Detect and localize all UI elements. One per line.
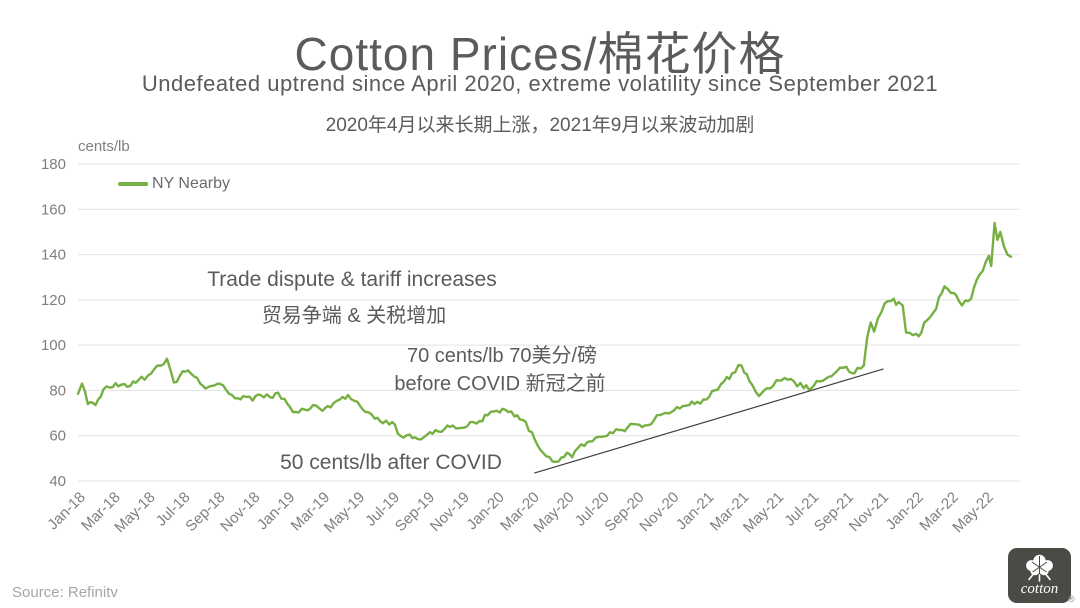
source-label: Source: Refinitv: [12, 584, 118, 601]
price-line-ny-nearby: [76, 221, 1013, 463]
annotation-trade-dispute-cn: 贸易争端 & 关税增加: [261, 305, 447, 327]
annotation-70-cents-line2: before COVID 新冠之前: [394, 373, 606, 395]
y-axis-label-60: 60: [49, 428, 66, 445]
y-axis-unit-label: cents/lb: [78, 138, 130, 155]
x-axis-label-Nov-20: Nov-20: [636, 489, 682, 535]
page-title: Cotton Prices/棉花价格: [294, 28, 786, 80]
legend: NY Nearby: [118, 175, 230, 193]
annotation-trade-dispute-en: Trade dispute & tariff increases: [207, 268, 497, 291]
y-axis-label-80: 80: [49, 382, 66, 399]
x-axis-label-Nov-19: Nov-19: [427, 489, 473, 535]
annotation-50-cents-after-covid: 50 cents/lb after COVID: [280, 451, 502, 474]
y-axis-label-100: 100: [41, 337, 66, 354]
cotton-logo: cotton: [1008, 548, 1071, 603]
y-axis-label-160: 160: [41, 201, 66, 218]
subtitle-chinese: 2020年4月以来长期上涨，2021年9月以来波动加剧: [325, 115, 755, 136]
covid-uptrend-line: [534, 368, 884, 474]
legend-label: NY Nearby: [152, 175, 230, 192]
y-axis-label-120: 120: [41, 292, 66, 309]
x-axis-label-Nov-21: Nov-21: [846, 489, 892, 535]
annotation-70-cents-line1: 70 cents/lb 70美分/磅: [406, 345, 598, 367]
cotton-boll-icon: cotton: [1021, 554, 1059, 597]
y-axis-label-180: 180: [41, 156, 66, 173]
x-axis-label-Nov-18: Nov-18: [217, 489, 263, 535]
y-axis-label-40: 40: [49, 473, 66, 490]
legend-line-swatch: [118, 182, 148, 186]
logo-wordmark: cotton: [1021, 581, 1059, 597]
registered-trademark-icon: ®: [1068, 594, 1075, 604]
subtitle-english: Undefeated uptrend since April 2020, ext…: [141, 71, 939, 96]
y-axis-label-140: 140: [41, 247, 66, 264]
